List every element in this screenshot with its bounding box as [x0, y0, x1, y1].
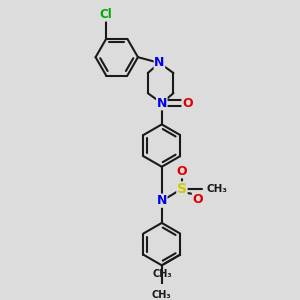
- Text: Cl: Cl: [100, 8, 112, 21]
- Text: N: N: [157, 97, 167, 110]
- Text: S: S: [177, 182, 187, 196]
- Text: CH₃: CH₃: [152, 269, 172, 279]
- Text: O: O: [192, 193, 203, 206]
- Text: N: N: [157, 194, 167, 207]
- Text: O: O: [177, 165, 187, 178]
- Text: O: O: [182, 97, 193, 110]
- Text: N: N: [154, 56, 165, 70]
- Text: CH₃: CH₃: [152, 290, 172, 300]
- Text: CH₃: CH₃: [206, 184, 227, 194]
